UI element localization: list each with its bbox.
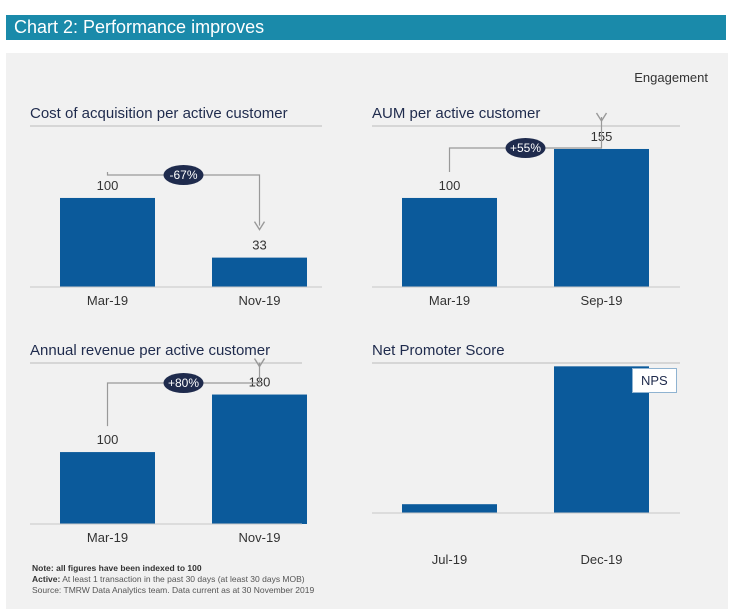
change-badge-label: +80% (168, 376, 199, 390)
x-tick-label: Nov-19 (239, 530, 281, 545)
bar-mar-19 (402, 197, 497, 287)
x-tick-label: Mar-19 (87, 530, 128, 545)
x-tick-label: Dec-19 (581, 552, 623, 567)
active-label: Active: (32, 574, 61, 584)
nps-legend-box: NPS (632, 368, 677, 393)
active-text: At least 1 transaction in the past 30 da… (62, 574, 305, 584)
note-line-3: Source: TMRW Data Analytics team. Data c… (32, 585, 315, 595)
engagement-label: Engagement (634, 70, 708, 85)
bar-sep-19 (554, 148, 649, 287)
change-arrowhead (253, 221, 266, 231)
nps-legend-label: NPS (641, 373, 668, 388)
chart-annual-revenue: Annual revenue per active customer 100 Mar… (30, 342, 307, 545)
x-tick-label: Sep-19 (581, 293, 623, 308)
chart-net-promoter-score: Net Promoter Score Jul-19 Dec-19 (372, 342, 680, 567)
chart-cost-of-acquisition: Cost of acquisition per active customer 1… (30, 105, 322, 308)
bar-mar-19 (60, 452, 155, 524)
note-label: Note: (32, 563, 54, 573)
chart-title: Net Promoter Score (372, 342, 505, 359)
chart-title: Annual revenue per active customer (30, 342, 270, 359)
bar-nov-19 (212, 257, 307, 287)
x-tick-label: Jul-19 (432, 552, 467, 567)
change-arrowhead (595, 112, 608, 123)
note-line-2: Active: At least 1 transaction in the pa… (32, 574, 314, 585)
bar-mar-19 (60, 197, 155, 287)
bar-nov-19 (212, 394, 307, 524)
change-badge-label: +55% (510, 141, 541, 155)
bar-jul-19 (402, 504, 497, 513)
change-badge (163, 373, 204, 393)
data-label: 100 (97, 178, 119, 193)
data-label: 100 (439, 178, 461, 193)
footnotes: Note: all figures have been indexed to 1… (32, 563, 314, 596)
x-tick-label: Nov-19 (239, 293, 281, 308)
data-label: 100 (97, 432, 119, 447)
note-text: all figures have been indexed to 100 (56, 563, 202, 573)
note-line-1: Note: all figures have been indexed to 1… (32, 563, 314, 574)
change-badge-label: -67% (169, 168, 197, 182)
data-label: 33 (252, 238, 266, 253)
change-badge (163, 165, 204, 185)
chart-title: Cost of acquisition per active customer (30, 105, 288, 122)
chart-banner-title: Chart 2: Performance improves (6, 15, 726, 40)
change-badge (505, 138, 546, 158)
x-tick-label: Mar-19 (87, 293, 128, 308)
change-arrowhead (253, 358, 266, 368)
chart-title: AUM per active customer (372, 105, 540, 122)
chart-aum: AUM per active customer100Mar-19155Sep-1… (372, 105, 680, 308)
x-tick-label: Mar-19 (429, 293, 470, 308)
